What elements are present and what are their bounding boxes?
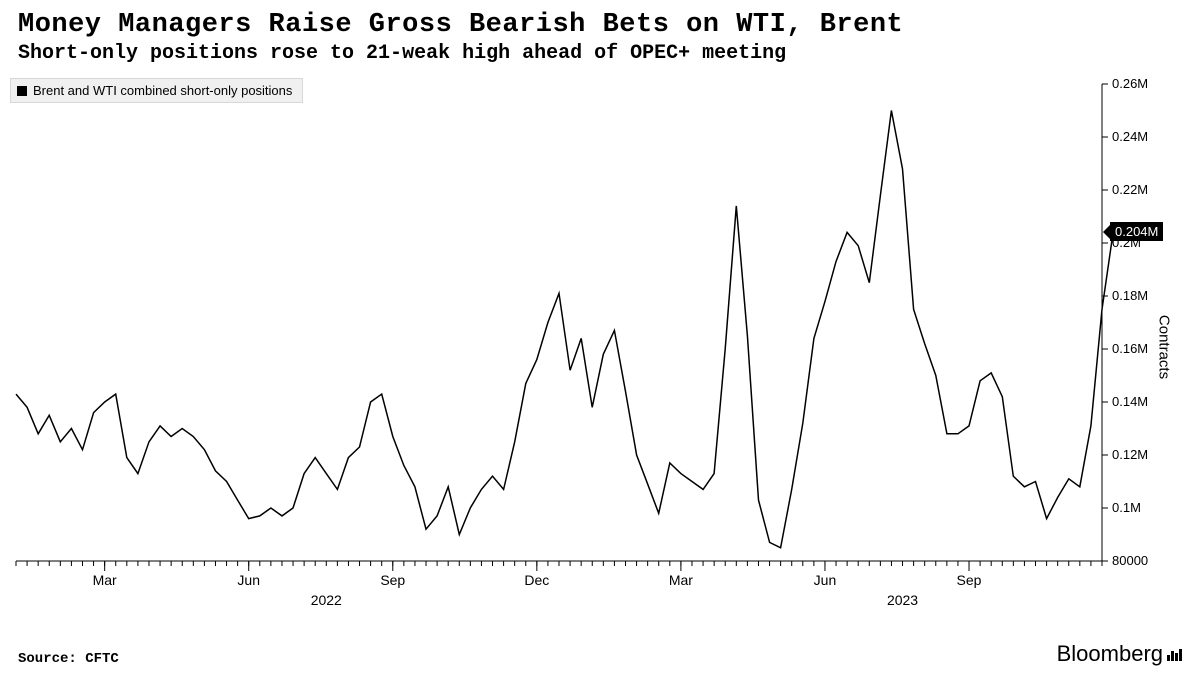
svg-text:0.1M: 0.1M xyxy=(1112,500,1141,515)
y-axis-title: Contracts xyxy=(1155,314,1172,378)
last-value-flag: 0.204M xyxy=(1110,222,1163,241)
svg-text:Jun: Jun xyxy=(237,572,260,588)
svg-text:0.16M: 0.16M xyxy=(1112,341,1148,356)
svg-text:Dec: Dec xyxy=(524,572,549,588)
svg-text:Sep: Sep xyxy=(957,572,982,588)
svg-text:0.14M: 0.14M xyxy=(1112,394,1148,409)
svg-text:0.24M: 0.24M xyxy=(1112,129,1148,144)
svg-text:Sep: Sep xyxy=(380,572,405,588)
svg-text:80000: 80000 xyxy=(1112,553,1148,568)
chart-subtitle: Short-only positions rose to 21-weak hig… xyxy=(18,42,1182,65)
legend-label: Brent and WTI combined short-only positi… xyxy=(33,83,292,98)
svg-text:0.22M: 0.22M xyxy=(1112,182,1148,197)
svg-text:Jun: Jun xyxy=(814,572,837,588)
svg-text:0.26M: 0.26M xyxy=(1112,78,1148,91)
source-text: Source: CFTC xyxy=(18,651,119,667)
legend: Brent and WTI combined short-only positi… xyxy=(10,78,303,103)
chart-area: 800000.1M0.12M0.14M0.16M0.18M0.2M0.22M0.… xyxy=(10,78,1190,615)
svg-text:0.12M: 0.12M xyxy=(1112,447,1148,462)
brand-logo: Bloomberg xyxy=(1057,641,1182,667)
svg-text:0.18M: 0.18M xyxy=(1112,288,1148,303)
svg-text:2023: 2023 xyxy=(887,592,918,608)
brand-text: Bloomberg xyxy=(1057,641,1163,667)
svg-text:Mar: Mar xyxy=(93,572,117,588)
legend-swatch xyxy=(17,86,27,96)
brand-bars-icon xyxy=(1167,647,1182,661)
svg-text:2022: 2022 xyxy=(311,592,342,608)
svg-text:Mar: Mar xyxy=(669,572,693,588)
chart-title: Money Managers Raise Gross Bearish Bets … xyxy=(18,10,1182,40)
